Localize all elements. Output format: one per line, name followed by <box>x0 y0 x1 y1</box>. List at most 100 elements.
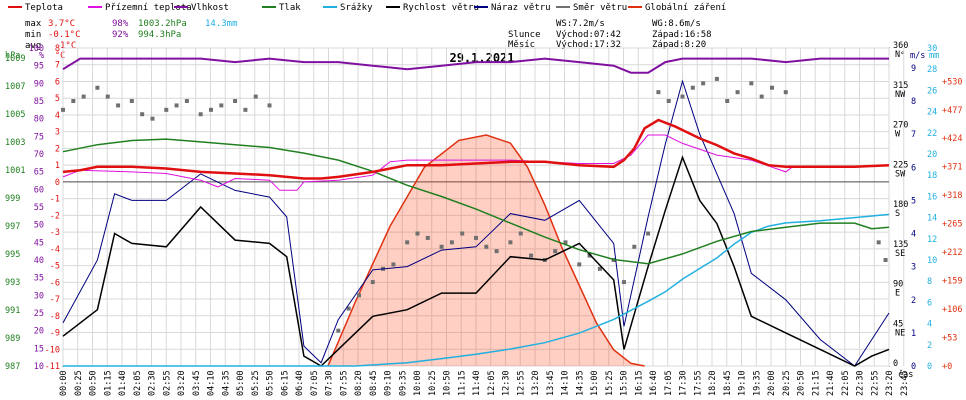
x-tick-label: 03:45 <box>192 370 202 396</box>
x-tick-label: 11:15 <box>457 370 467 396</box>
dir-tick: 225 <box>893 160 908 170</box>
dir-tick: 270 <box>893 121 908 131</box>
wind-direction-point <box>597 266 602 271</box>
wind-direction-point <box>198 112 203 117</box>
x-tick-label: 06:40 <box>295 370 305 396</box>
stat-max-label: max <box>25 19 42 29</box>
x-tick-label: 15:25 <box>605 370 615 396</box>
wind-direction-point <box>632 244 637 249</box>
legend-label-vlhkost: Vlhkost <box>191 3 229 13</box>
wind-direction-point <box>346 306 351 311</box>
dir-tick-name: NW <box>895 90 906 100</box>
x-axis-labels: 00:00 00:25 00:50 01:15 01:40 02:05 02:30 02:55… <box>59 370 910 396</box>
stat-max-rain: 14.3mm <box>205 19 238 29</box>
x-tick-label: 02:30 <box>148 370 158 396</box>
legend-label-prizemni-teplota: Přízemní teplota <box>105 3 192 13</box>
stat-avg-label: avg <box>25 41 41 51</box>
stat-min-hum: 92% <box>112 30 129 40</box>
rad-tick: +0 <box>942 362 952 372</box>
x-tick-label: 17:30 <box>679 370 689 396</box>
pct-tick: 15 <box>34 344 44 354</box>
axis-units: hPa % °C ° m/s mm <box>5 51 939 61</box>
wind-direction-point <box>391 262 396 267</box>
hpa-tick: 993 <box>5 278 20 288</box>
rad-tick: +371 <box>942 163 962 173</box>
wind-tick: 1 <box>911 329 916 339</box>
x-tick-label: 21:40 <box>826 370 836 396</box>
x-tick-label: 00:00 <box>59 370 69 396</box>
x-tick-label: 12:05 <box>487 370 497 396</box>
wind-direction-point <box>553 249 558 254</box>
x-tick-label: 18:20 <box>708 370 718 396</box>
temp-tick: -5 <box>50 262 60 272</box>
stat-avg-temp: 1°C <box>60 41 76 51</box>
legend-label-smer-vetru: Směr větru <box>573 3 627 13</box>
x-tick-label: 01:40 <box>118 370 128 396</box>
dir-tick: 90 <box>893 280 903 290</box>
legend-item-smer-vetru: Směr větru <box>556 3 627 13</box>
legend-label-tlak: Tlak <box>279 3 301 13</box>
rain-tick: 12 <box>927 235 937 245</box>
wind-direction-point <box>646 231 651 236</box>
unit-rain: mm <box>929 51 939 61</box>
legend: Teplota Přízemní teplota Vlhkost Tlak Sr… <box>8 3 726 13</box>
wind-direction-point <box>666 99 671 103</box>
grid <box>62 47 905 367</box>
rain-tick: 8 <box>927 277 932 287</box>
dir-tick: 180 <box>893 200 908 210</box>
series-vlhkost <box>62 57 889 74</box>
series-globalni-zareni-area <box>328 135 645 366</box>
wind-direction-point <box>425 235 430 240</box>
wind-direction-point <box>184 99 189 103</box>
wind-direction-point <box>233 99 238 103</box>
x-tick-label: 01:15 <box>103 370 113 396</box>
pct-tick: 100 <box>29 44 44 54</box>
temp-tick: -4 <box>50 245 60 255</box>
x-tick-label: 16:40 <box>649 370 659 396</box>
x-tick-label: 17:55 <box>693 370 703 396</box>
wind-direction-point <box>105 94 110 99</box>
dir-tick: 135 <box>893 240 908 250</box>
x-tick-label: 13:20 <box>531 370 541 396</box>
x-tick-label: 23:45 <box>900 370 910 396</box>
hpa-tick: 1007 <box>5 82 25 92</box>
wind-direction-point <box>494 249 499 254</box>
wind-direction-point <box>61 107 65 112</box>
series-prizemni-teplota <box>62 134 890 191</box>
dir-tick-name: W <box>895 130 901 140</box>
x-tick-label: 02:05 <box>133 370 143 396</box>
x-tick-label: 21:15 <box>811 370 821 396</box>
x-tick-label: 09:35 <box>398 370 408 396</box>
hpa-tick: 987 <box>5 362 20 372</box>
series-teplota <box>62 118 890 180</box>
stat-moon-rise: Východ:17:32 <box>556 40 621 50</box>
legend-label-teplota: Teplota <box>25 3 63 13</box>
wind-direction-point <box>370 280 375 285</box>
legend-item-vlhkost: Vlhkost <box>174 3 229 13</box>
wind-tick: 6 <box>911 163 916 173</box>
wind-tick: 9 <box>911 64 916 74</box>
series-naraz-vetru <box>62 79 890 367</box>
rad-tick: +265 <box>942 220 962 230</box>
x-tick-label: 00:50 <box>89 370 99 396</box>
unit-pct: % <box>39 51 44 61</box>
x-tick-label: 08:20 <box>354 370 364 396</box>
pct-tick: 30 <box>34 291 44 301</box>
rad-tick: +530 <box>942 77 962 87</box>
hpa-tick: 1005 <box>5 110 25 120</box>
x-tick-label: 04:10 <box>207 370 217 396</box>
x-tick-label: 06:15 <box>280 370 290 396</box>
x-tick-label: 15:50 <box>620 370 630 396</box>
rad-tick: +106 <box>942 305 962 315</box>
hpa-tick: 991 <box>5 306 20 316</box>
pct-tick: 20 <box>34 327 44 337</box>
temp-tick: 3 <box>55 128 60 138</box>
dir-tick-name: N <box>895 50 900 60</box>
rad-tick: +53 <box>942 334 957 344</box>
hpa-tick: 1003 <box>5 138 25 148</box>
wind-direction-point <box>529 253 534 258</box>
stat-sun-rise: Východ:07:42 <box>556 30 621 40</box>
wind-direction-point <box>116 103 121 108</box>
pct-tick: 95 <box>34 62 44 72</box>
